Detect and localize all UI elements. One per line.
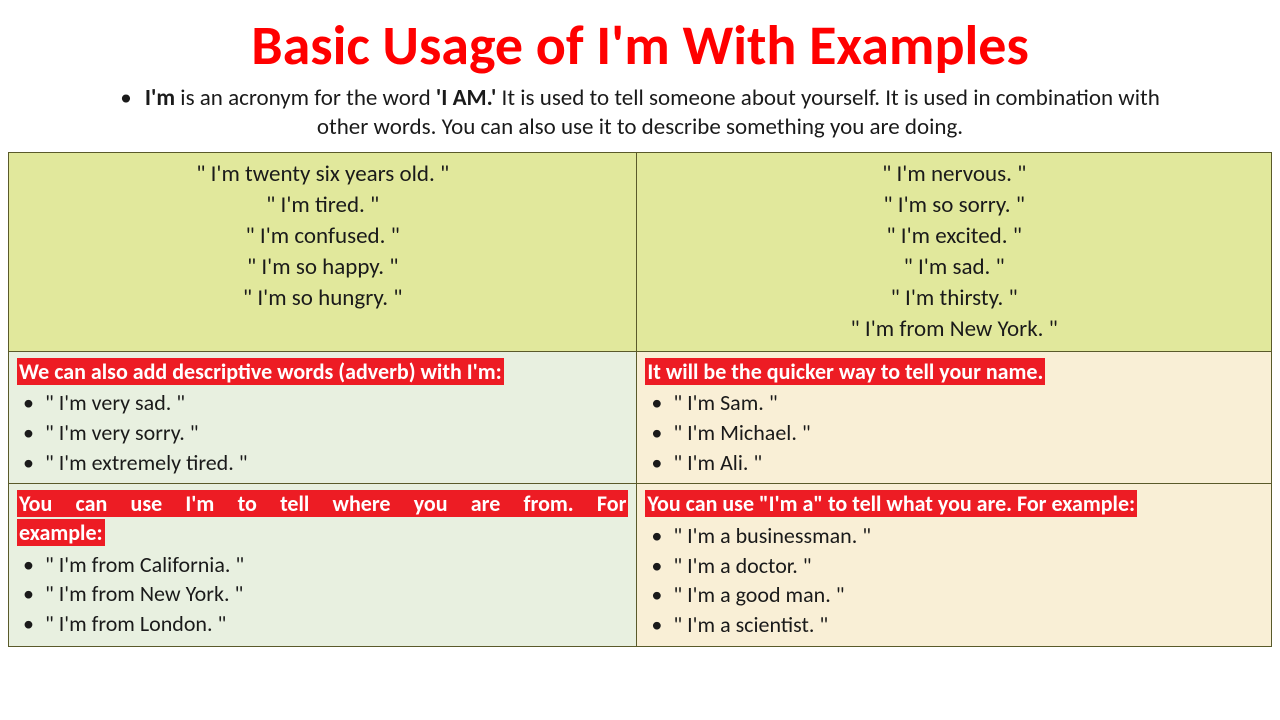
bot-right-list: " I'm a businessman. "" I'm a doctor. ""…	[645, 521, 1263, 640]
intro-text: • I'm is an acronym for the word 'I AM.'…	[0, 80, 1280, 148]
list-item: " I'm from California. "	[23, 550, 628, 580]
list-item: " I'm Sam. "	[651, 388, 1263, 418]
bot-row: You can use I'm to tell where you are fr…	[9, 484, 1272, 646]
example-line: " I'm from New York. "	[645, 314, 1263, 345]
example-line: " I'm so sorry. "	[645, 190, 1263, 221]
list-item: " I'm very sorry. "	[23, 418, 628, 448]
mid-row: We can also add descriptive words (adver…	[9, 351, 1272, 484]
example-line: " I'm excited. "	[645, 221, 1263, 252]
list-item: " I'm Michael. "	[651, 418, 1263, 448]
bot-left-header-line2-wrap: example:	[17, 519, 628, 548]
top-left-cell: " I'm twenty six years old. "" I'm tired…	[9, 152, 637, 351]
top-row: " I'm twenty six years old. "" I'm tired…	[9, 152, 1272, 351]
example-line: " I'm twenty six years old. "	[17, 159, 628, 190]
list-item: " I'm a businessman. "	[651, 521, 1263, 551]
example-line: " I'm tired. "	[17, 190, 628, 221]
examples-grid: " I'm twenty six years old. "" I'm tired…	[8, 152, 1272, 647]
bot-left-header-line1: You can use I'm to tell where you are fr…	[17, 490, 628, 517]
mid-left-cell: We can also add descriptive words (adver…	[9, 351, 637, 484]
example-line: " I'm sad. "	[645, 252, 1263, 283]
list-item: " I'm a doctor. "	[651, 551, 1263, 581]
list-item: " I'm Ali. "	[651, 448, 1263, 478]
list-item: " I'm extremely tired. "	[23, 448, 628, 478]
mid-right-header: It will be the quicker way to tell your …	[645, 358, 1045, 385]
bot-left-list: " I'm from California. "" I'm from New Y…	[17, 550, 628, 639]
bot-left-header: You can use I'm to tell where you are fr…	[17, 490, 628, 519]
intro-bold-1: I'm	[145, 84, 175, 112]
top-right-cell: " I'm nervous. "" I'm so sorry. "" I'm e…	[637, 152, 1272, 351]
bot-right-header: You can use "I'm a" to tell what you are…	[645, 490, 1137, 517]
bot-left-header-line2: example:	[17, 519, 105, 546]
mid-right-list: " I'm Sam. "" I'm Michael. "" I'm Ali. "	[645, 388, 1263, 477]
bot-right-cell: You can use "I'm a" to tell what you are…	[637, 484, 1272, 646]
list-item: " I'm from New York. "	[23, 579, 628, 609]
example-line: " I'm so happy. "	[17, 252, 628, 283]
example-line: " I'm thirsty. "	[645, 283, 1263, 314]
bot-left-cell: You can use I'm to tell where you are fr…	[9, 484, 637, 646]
example-line: " I'm so hungry. "	[17, 283, 628, 314]
mid-right-cell: It will be the quicker way to tell your …	[637, 351, 1272, 484]
example-line: " I'm confused. "	[17, 221, 628, 252]
intro-bold-2: 'I AM.'	[436, 84, 496, 112]
list-item: " I'm a good man. "	[651, 580, 1263, 610]
page-title: Basic Usage of I'm With Examples	[0, 0, 1280, 80]
intro-seg-1: is an acronym for the word	[175, 84, 436, 112]
example-line: " I'm nervous. "	[645, 159, 1263, 190]
mid-left-list: " I'm very sad. "" I'm very sorry. "" I'…	[17, 388, 628, 477]
mid-left-header: We can also add descriptive words (adver…	[17, 358, 504, 385]
list-item: " I'm from London. "	[23, 609, 628, 639]
list-item: " I'm a scientist. "	[651, 610, 1263, 640]
list-item: " I'm very sad. "	[23, 388, 628, 418]
